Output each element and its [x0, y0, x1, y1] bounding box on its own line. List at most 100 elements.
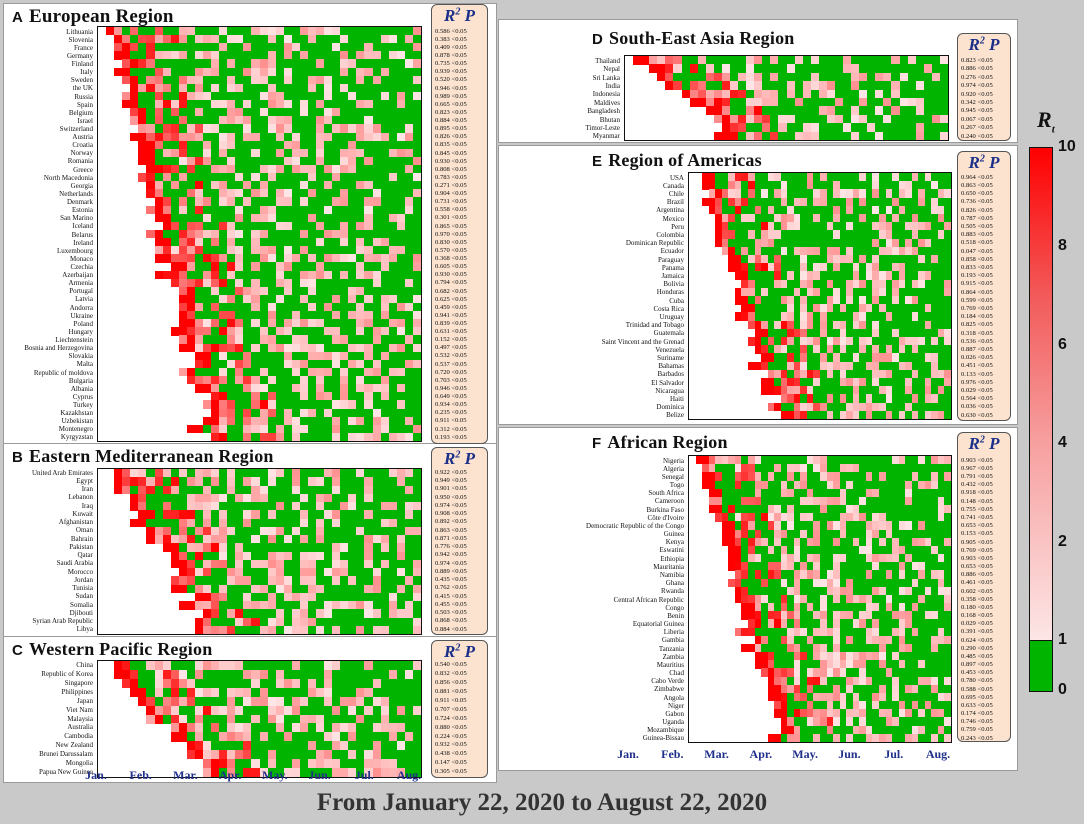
heatmap-cell — [259, 59, 269, 68]
heatmap-cell — [356, 197, 365, 206]
heatmap-cell — [364, 116, 374, 125]
heatmap-cell — [380, 221, 390, 231]
heatmap-cell — [388, 75, 398, 85]
heatmap-cell — [178, 181, 188, 190]
heatmap-cell — [307, 270, 317, 279]
heatmap-cell — [283, 124, 293, 133]
heatmap-cell — [259, 75, 269, 85]
heatmap-cell — [138, 132, 147, 141]
heatmap-cell — [219, 327, 228, 336]
heatmap-cell — [202, 132, 212, 141]
heatmap-cell — [348, 551, 357, 561]
heatmap-cell — [412, 493, 421, 503]
country-label: Belarus — [71, 230, 93, 239]
heatmap-cell — [219, 400, 228, 409]
stat-row: 0.939 <0.05 — [435, 68, 467, 76]
heatmap-cell — [364, 416, 374, 426]
heatmap-cell — [324, 205, 333, 214]
heatmap-cell — [348, 197, 357, 206]
country-label: Croatia — [72, 141, 93, 150]
heatmap-cell — [283, 311, 293, 320]
heatmap-cell — [412, 124, 421, 133]
heatmap-cell — [396, 270, 406, 279]
stat-row: 0.887 <0.05 — [961, 346, 993, 353]
country-label: Panama — [661, 263, 684, 272]
heatmap-cell — [396, 416, 406, 426]
heatmap-cell — [227, 384, 236, 393]
heatmap-cell — [170, 181, 180, 190]
heatmap-cell — [324, 173, 333, 182]
heatmap-cell — [170, 189, 180, 198]
heatmap-cell — [307, 543, 317, 552]
country-label: Philippines — [61, 687, 93, 696]
stat-row: 0.762 <0.05 — [435, 584, 467, 592]
stat-row: 0.833 <0.05 — [961, 264, 993, 271]
heatmap-cell — [235, 51, 244, 60]
heatmap-cell — [412, 140, 421, 150]
heatmap-cell — [372, 221, 382, 231]
heatmap-cell — [380, 91, 390, 101]
heatmap-cell — [275, 165, 285, 174]
heatmap-cell — [170, 526, 180, 536]
heatmap-cell — [372, 124, 382, 133]
heatmap-cell — [348, 432, 357, 441]
heatmap-cell — [251, 408, 260, 417]
heatmap-cell — [299, 100, 309, 109]
heatmap-cell — [235, 432, 244, 441]
heatmap-cell — [412, 100, 421, 109]
heatmap-cell — [162, 518, 172, 528]
heatmap-cell — [211, 27, 220, 36]
heatmap-cell — [388, 100, 398, 109]
heatmap-cell — [307, 221, 317, 231]
stat-row: 0.184 <0.05 — [961, 313, 993, 321]
heatmap-cell — [154, 477, 164, 486]
heatmap-cell — [356, 543, 365, 552]
heatmap-cell — [275, 367, 285, 377]
heatmap-cell — [267, 576, 277, 585]
stat-row: 0.735 <0.05 — [435, 60, 467, 68]
heatmap-cell — [396, 238, 406, 247]
country-label: Bahamas — [658, 362, 684, 371]
heatmap-cell — [396, 286, 406, 296]
heatmap-cell — [259, 286, 269, 296]
heatmap-cell — [412, 173, 421, 182]
heatmap-cell — [170, 59, 180, 68]
heatmap-cell — [202, 51, 212, 60]
heatmap-cell — [170, 165, 180, 174]
heatmap-cell — [275, 140, 285, 150]
heatmap-cell — [388, 278, 398, 288]
heatmap-cell — [178, 493, 188, 503]
heatmap-cell — [275, 148, 285, 158]
heatmap-cell — [356, 384, 365, 393]
country-label: Singapore — [64, 678, 93, 687]
heatmap-cell — [412, 408, 421, 417]
heatmap-cell — [299, 229, 309, 239]
heatmap-cell — [178, 311, 188, 320]
country-label: Jordan — [74, 575, 93, 584]
heatmap-cell — [154, 197, 164, 206]
heatmap-cell — [307, 286, 317, 296]
heatmap-cell — [332, 493, 341, 503]
heatmap-cell — [154, 83, 164, 93]
heatmap-cell — [267, 246, 277, 255]
heatmap-cell — [307, 319, 317, 328]
heatmap-cell — [332, 140, 341, 150]
heatmap-cell — [412, 205, 421, 214]
heatmap-cell — [332, 35, 341, 44]
heatmap-cell — [356, 67, 365, 76]
heatmap-cell — [259, 408, 269, 417]
heatmap-cell — [211, 400, 220, 409]
heatmap-cell — [194, 59, 204, 68]
heatmap-cell — [332, 485, 341, 495]
heatmap-cell — [307, 156, 317, 166]
heatmap-cell — [316, 59, 325, 68]
heatmap-cell — [372, 165, 382, 174]
heatmap-cell — [299, 189, 309, 198]
heatmap-cell — [372, 140, 382, 150]
heatmap-cell — [122, 100, 131, 109]
heatmap-cell — [170, 83, 180, 93]
heatmap-cell — [412, 35, 421, 44]
heatmap-cell — [267, 91, 277, 101]
heatmap-cell — [202, 197, 212, 206]
heatmap-cell — [283, 148, 293, 158]
